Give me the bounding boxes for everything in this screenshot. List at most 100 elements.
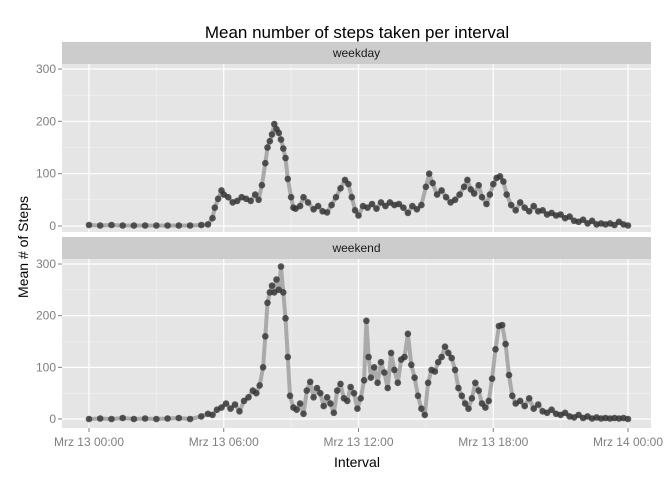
data-point [478,193,486,201]
facet-strip [62,42,651,64]
data-point [337,185,344,192]
data-point [275,129,283,137]
x-axis: Mrz 13 00:00 Mrz 13 06:00 Mrz 13 12:00 Mrz … [54,428,663,449]
data-point [456,191,463,198]
data-point [500,178,507,185]
data-point [282,154,289,162]
data-point [429,179,436,187]
data-point [262,159,269,167]
y-tick-label: 100 [36,167,56,181]
data-point [434,358,442,366]
data-point [498,321,506,329]
data-point [490,180,497,188]
data-point [384,384,392,392]
data-point [337,380,344,388]
data-point [431,368,439,375]
data-point [303,387,311,394]
data-point [214,195,222,203]
y-tick-label: 300 [36,62,56,76]
data-point [516,397,524,405]
data-point [310,394,317,401]
data-point [368,200,376,208]
data-point [579,216,587,223]
y-tick-label: 200 [36,114,56,128]
data-point [360,377,368,384]
data-point [333,387,341,394]
data-point [351,207,359,214]
data-point [421,411,429,419]
data-point [486,191,494,198]
x-tick-label: Mrz 13 00:00 [54,435,124,449]
data-point [332,193,340,201]
x-tick-label: Mrz 14 00:00 [593,435,663,449]
data-point [327,400,334,407]
data-point [252,389,260,397]
data-point [442,193,450,201]
data-point [344,397,351,405]
data-point [164,415,171,422]
data-point [320,402,328,410]
data-point [418,201,425,209]
data-point [525,208,533,215]
data-point [209,411,216,419]
data-point [525,395,533,402]
data-point [561,409,569,417]
data-point [438,353,445,361]
data-point [502,340,509,348]
data-point [425,170,433,177]
y-tick-label: 100 [36,360,56,374]
data-point [287,193,295,201]
panel-weekday: weekday 0 100 200 300 [36,42,651,233]
x-tick-label: Mrz 13 12:00 [323,435,393,449]
panel-weekend: weekend 0 100 200 300 [36,237,651,428]
data-point [119,414,126,422]
data-point [516,199,524,206]
data-point [268,282,276,290]
data-point [483,200,490,208]
data-point [280,145,287,152]
data-point [492,346,499,353]
x-tick-label: Mrz 13 06:00 [189,435,259,449]
data-point [381,369,388,376]
data-point [455,384,462,392]
data-point [227,405,234,413]
data-point [382,202,389,210]
data-point [363,317,370,325]
data-point [282,315,289,322]
y-axis-title: Mean # of Steps [15,196,31,298]
data-point [345,180,352,188]
data-point [164,222,171,229]
data-point [424,379,432,387]
data-point [119,222,126,229]
data-point [222,400,230,407]
data-point [475,181,483,189]
data-point [395,200,403,208]
data-point [256,382,264,389]
data-point [277,136,285,143]
data-point [448,354,456,362]
data-point [521,402,528,410]
data-point [347,383,354,391]
data-point [588,217,596,225]
data-point [488,375,496,383]
data-point [85,221,93,229]
data-point [521,204,528,211]
data-point [280,289,287,296]
data-point [141,222,149,229]
data-point [348,193,356,201]
data-point [418,405,425,413]
data-point [286,392,294,400]
data-point [373,205,380,212]
data-point [130,222,138,229]
data-point [240,397,248,405]
data-point [370,364,378,371]
data-point [411,374,418,382]
data-point [464,176,471,184]
data-point [422,183,430,191]
data-point [548,406,555,414]
data-point [211,204,219,211]
panel-background [62,64,651,232]
data-point [277,263,285,270]
data-point [304,199,312,206]
